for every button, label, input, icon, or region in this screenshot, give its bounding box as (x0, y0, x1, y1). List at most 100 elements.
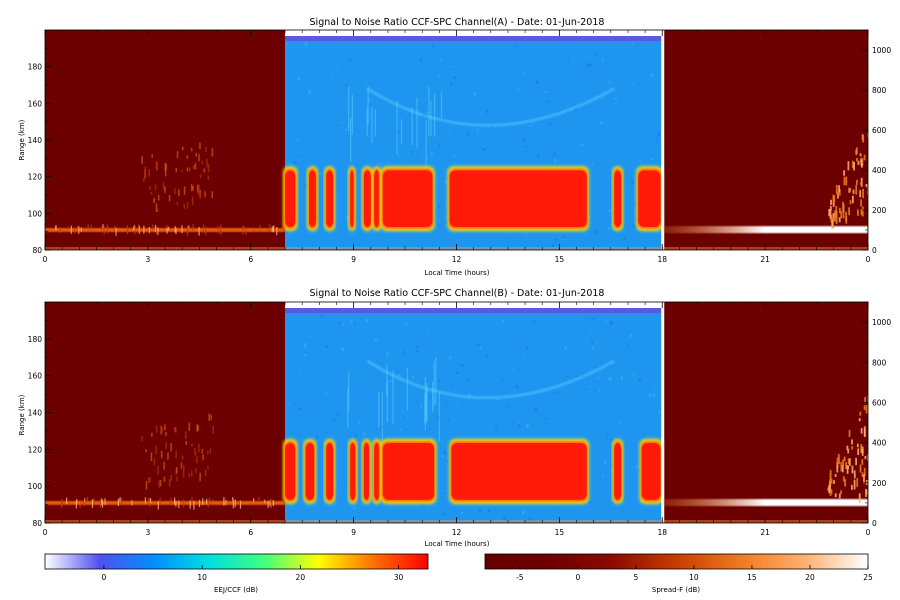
spread-f-plume-right (838, 217, 841, 223)
spread-f-plume (199, 142, 201, 150)
eej-noise-speckle (599, 121, 603, 124)
eej-noise-speckle (412, 374, 415, 379)
spread-f-plume (151, 154, 153, 158)
eej-echo-segment (305, 442, 315, 500)
eej-noise-speckle (604, 461, 607, 464)
eej-noise-speckle (524, 145, 527, 149)
eej-noise-speckle (466, 133, 470, 137)
eej-noise-speckle (317, 412, 319, 414)
eej-noise-speckle (325, 390, 327, 394)
spread-f-plume-right (842, 201, 844, 212)
eej-noise-speckle (589, 329, 591, 332)
eej-noise-speckle (405, 323, 408, 326)
colorbar-tick-label: 25 (863, 573, 873, 582)
eej-noise-speckle (410, 151, 413, 154)
spread-f-speckle (121, 497, 123, 505)
eej-noise-speckle (575, 375, 579, 378)
spread-f-speckle (74, 227, 76, 234)
colorbar-eej-label: EEJ/CCF (dB) (214, 586, 258, 594)
spread-f-plume-right (839, 207, 841, 214)
eej-echo-segment (326, 442, 334, 500)
colorbar-tick-label: 5 (633, 573, 638, 582)
eej-noise-speckle (441, 490, 444, 492)
eej-vertical-streak (430, 101, 432, 137)
spread-f-plume (153, 457, 156, 466)
eej-vertical-streak (438, 393, 440, 442)
spread-f-plume-right (861, 206, 864, 217)
spread-f-plume-right (849, 187, 852, 192)
y2-tick-label: 0 (872, 519, 877, 528)
eej-noise-speckle (642, 435, 644, 439)
chart-title: Signal to Noise Ratio CCF-SPC Channel(B)… (310, 288, 605, 299)
eej-vertical-streak (371, 107, 373, 144)
spread-f-plume (170, 443, 172, 452)
spread-f-speckle (83, 500, 85, 507)
eej-noise-speckle (610, 462, 613, 466)
spread-f-speckle (115, 227, 117, 236)
spread-f-plume-right (832, 213, 835, 221)
spread-f-plume-right (857, 160, 860, 165)
eej-noise-speckle (622, 66, 625, 68)
x-tick-label: 21 (760, 255, 770, 264)
colorbar-tick-label: 10 (197, 573, 207, 582)
spread-f-speckle (133, 226, 135, 230)
y2-tick-label: 600 (872, 398, 887, 407)
spread-f-plume-right (828, 487, 831, 494)
x-axis-label: Local Time (hours) (425, 540, 490, 548)
eej-faint-arc (366, 359, 615, 400)
spread-f-speckle (106, 226, 109, 234)
spread-f-plume (183, 186, 186, 195)
spread-f-speckle (138, 225, 140, 234)
eej-echo-segment (350, 442, 356, 500)
eej-noise-speckle (476, 343, 480, 346)
spread-f-plume (192, 185, 194, 191)
spread-f-plume-right (865, 405, 868, 414)
spread-f-plume (167, 452, 169, 460)
spread-f-plume-right (859, 464, 862, 473)
eej-noise-speckle (298, 434, 301, 437)
eej-noise-speckle (544, 91, 548, 93)
eej-noise-speckle (306, 421, 308, 423)
spread-f-plume (141, 436, 143, 442)
y-tick-label: 80 (32, 519, 42, 528)
spread-f-speckle (91, 499, 94, 504)
spread-f-speckle (270, 500, 272, 509)
eej-noise-speckle (297, 77, 301, 81)
eej-vertical-streak (378, 392, 380, 428)
x-tick-label: 6 (248, 528, 253, 537)
y2-tick-label: 800 (872, 358, 887, 367)
eej-noise-speckle (606, 433, 609, 436)
spread-f-speckle (154, 225, 157, 232)
y2-tick-label: 1000 (872, 46, 891, 55)
eej-noise-speckle (563, 234, 566, 239)
eej-noise-speckle (557, 391, 560, 394)
eej-noise-speckle (479, 143, 481, 145)
eej-noise-speckle (368, 98, 370, 102)
spread-f-plume (207, 164, 210, 173)
eej-noise-speckle (591, 341, 594, 345)
eej-noise-speckle (610, 246, 613, 250)
eej-noise-speckle (594, 52, 597, 56)
spread-f-plume-right (827, 487, 830, 491)
spread-f-plume (194, 448, 196, 456)
spread-f-plume-right (860, 428, 863, 434)
spread-f-plume-right (837, 194, 839, 199)
eej-noise-speckle (434, 392, 437, 394)
spread-f-plume-right (853, 474, 856, 479)
spread-f-plume-right (828, 209, 831, 217)
eej-noise-speckle (591, 163, 594, 166)
eej-vertical-streak (350, 117, 352, 162)
eej-noise-speckle (556, 504, 559, 506)
spread-f-speckle (187, 225, 189, 234)
eej-vertical-streak (347, 388, 349, 428)
y-tick-label: 80 (32, 246, 42, 255)
spread-f-plume (199, 189, 201, 199)
spread-f-plume (205, 147, 207, 152)
spread-f-plume (188, 473, 190, 477)
spread-f-speckle (178, 500, 180, 509)
spread-f-plume-right (856, 443, 859, 448)
spread-f-plume (208, 413, 210, 421)
spread-f-plume-right (829, 209, 832, 220)
spread-f-speckle (225, 499, 227, 505)
spread-f-speckle (166, 225, 168, 229)
